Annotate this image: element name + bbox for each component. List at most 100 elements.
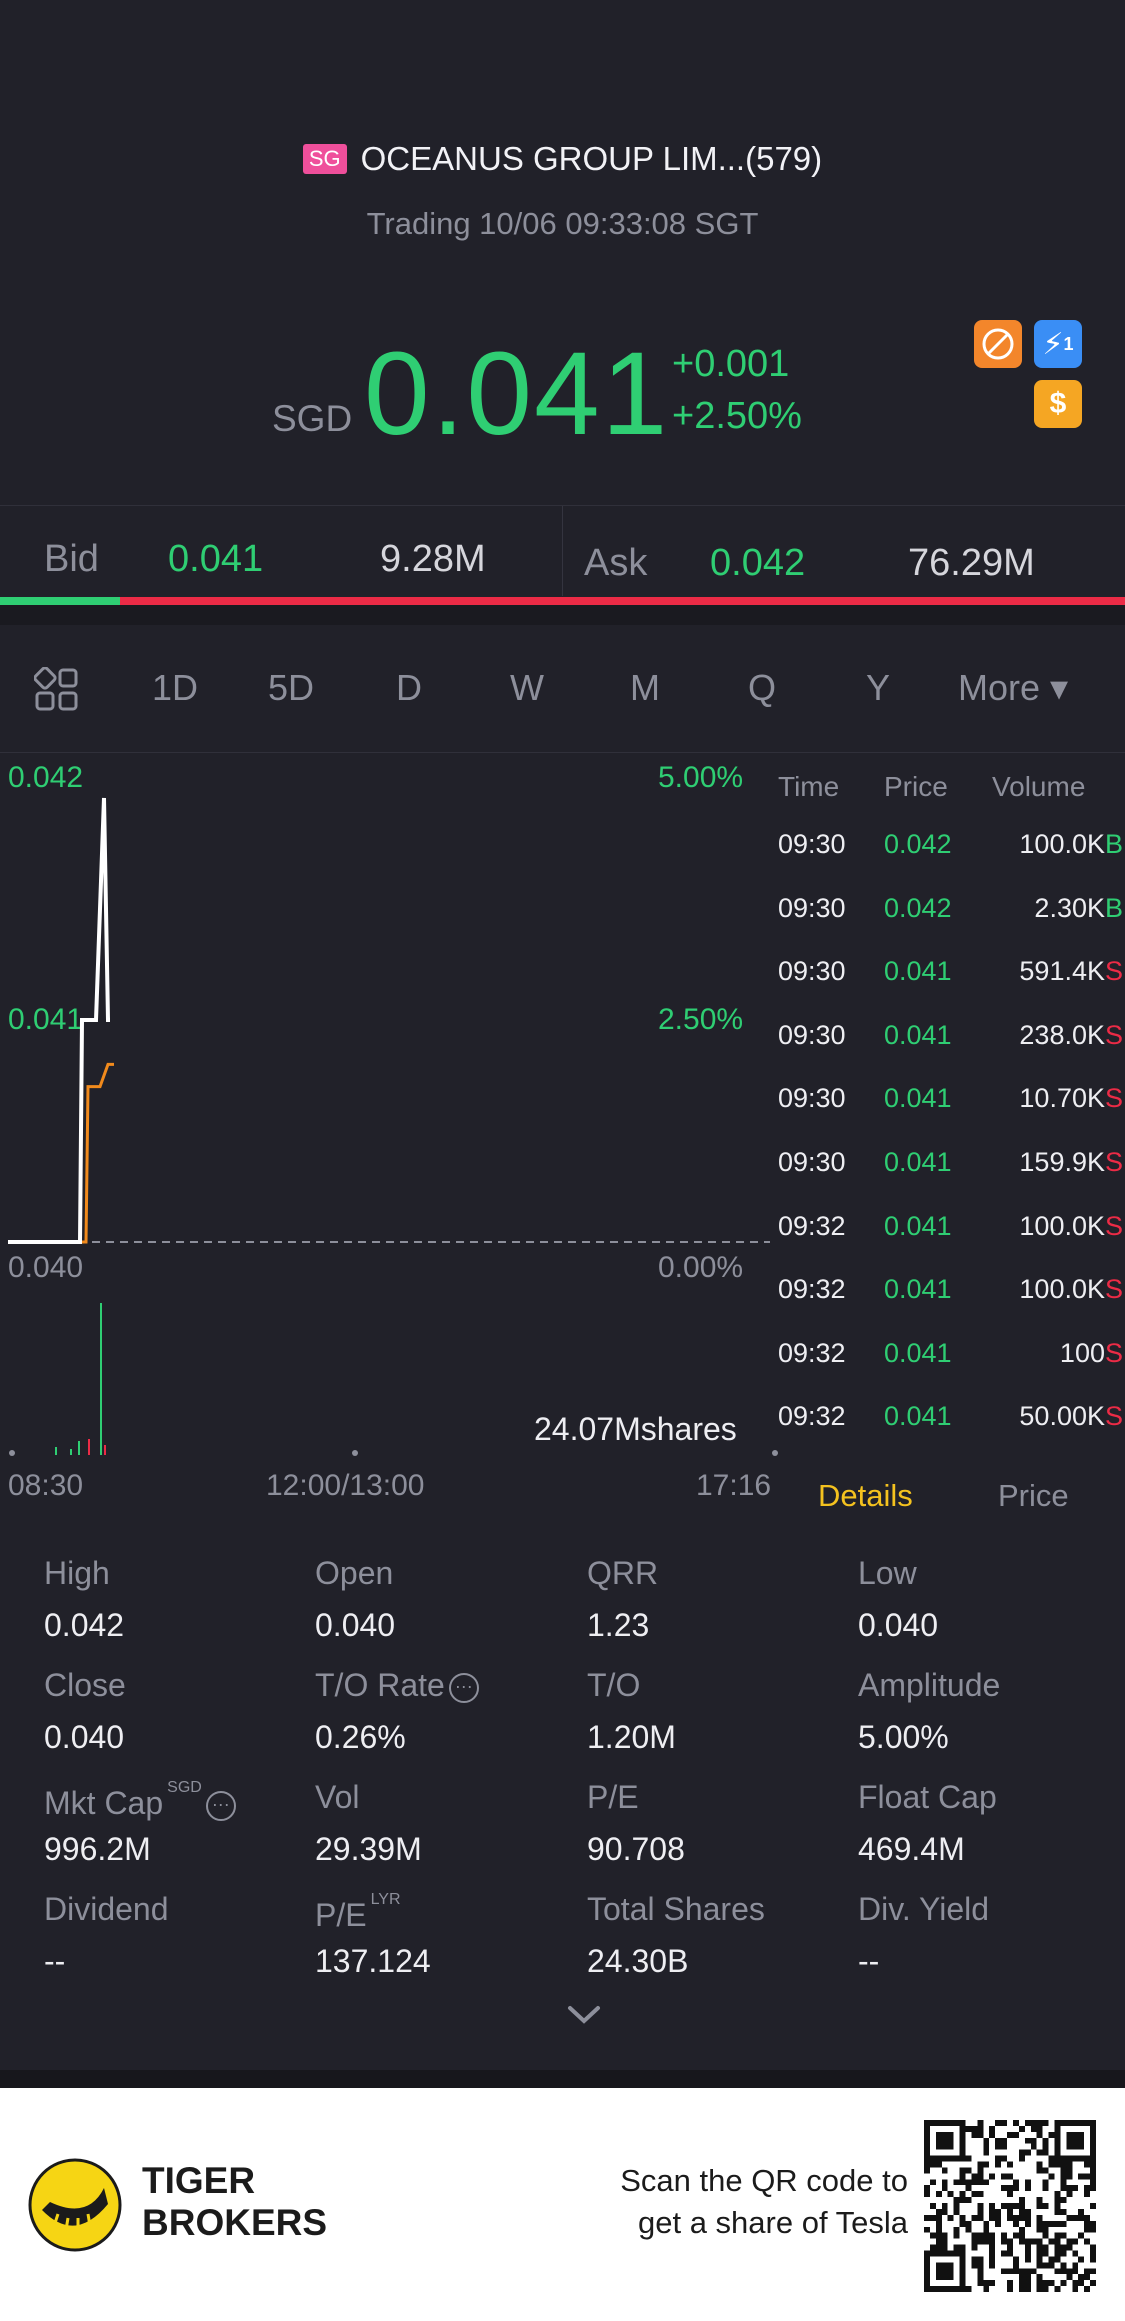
trade-volume: 159.9KS bbox=[1019, 1147, 1123, 1177]
market-badge: SG bbox=[302, 144, 347, 174]
stat-low-value: 0.040 bbox=[858, 1607, 939, 1643]
trade-volume: 100S bbox=[1059, 1337, 1123, 1368]
trade-price: 0.042 bbox=[884, 892, 952, 923]
stat-to-label: T/O bbox=[587, 1667, 641, 1703]
trade-price: 0.041 bbox=[884, 956, 952, 987]
stock-name: OCEANUS GROUP LIM...(579) bbox=[360, 140, 823, 177]
stat-total-shares-label: Total Shares bbox=[587, 1891, 765, 1927]
trade-price: 0.041 bbox=[884, 1401, 952, 1432]
info-icon[interactable]: ··· bbox=[205, 1791, 236, 1821]
trade-price: 0.041 bbox=[884, 1337, 952, 1368]
stat-close-value: 0.040 bbox=[44, 1719, 125, 1755]
tab-more[interactable]: More ▾ bbox=[958, 667, 1069, 708]
chart-svg bbox=[8, 797, 778, 1456]
ask-size: 76.29M bbox=[908, 542, 1035, 584]
volume-total: 24.07Mshares bbox=[534, 1411, 737, 1447]
trade-time: 09:30 bbox=[778, 1083, 846, 1114]
tab-q[interactable]: Q bbox=[748, 667, 777, 708]
trade-time: 09:30 bbox=[778, 829, 846, 859]
tab-1d[interactable]: 1D bbox=[152, 667, 199, 708]
qr-code-icon[interactable] bbox=[924, 2120, 1096, 2292]
stat-pe-lyr-label: P/E LYR bbox=[315, 1891, 401, 1933]
intraday-chart[interactable]: 0.042 0.041 0.040 5.00% 2.50% 0.00% 24.0… bbox=[0, 753, 780, 1502]
stat-pe-lyr-value: 137.124 bbox=[315, 1943, 431, 1979]
tiger-logo-icon bbox=[28, 2158, 122, 2257]
stat-open-value: 0.040 bbox=[315, 1607, 396, 1643]
promo-footer: TIGER BROKERS Scan the QR code to get a … bbox=[0, 2088, 1125, 2321]
info-icon[interactable]: ··· bbox=[448, 1673, 479, 1703]
x-tick-open: 08:30 bbox=[8, 1469, 84, 1502]
col-time: Time bbox=[778, 771, 840, 802]
depth-ratio-bar bbox=[0, 597, 1125, 605]
pct-tick-mid: 2.50% bbox=[658, 1003, 744, 1036]
stat-pe-label: P/E bbox=[587, 1779, 639, 1815]
stat-vol-value: 29.39M bbox=[315, 1831, 422, 1867]
trade-time: 09:32 bbox=[778, 1337, 846, 1368]
stat-to-rate-value: 0.26% bbox=[315, 1719, 406, 1755]
grid-icon[interactable] bbox=[33, 666, 80, 718]
trade-volume: 10.70KS bbox=[1019, 1083, 1123, 1114]
avg-price-line bbox=[12, 1062, 114, 1244]
trade-time: 09:30 bbox=[778, 1147, 846, 1177]
y-tick-mid: 0.041 bbox=[8, 1003, 84, 1036]
tab-d[interactable]: D bbox=[396, 667, 422, 708]
chart-period-tabs: 1D 5D D W M Q Y More ▾ bbox=[0, 625, 1125, 753]
trading-status: Trading 10/06 09:33:08 SGT bbox=[366, 206, 759, 241]
stat-pe-value: 90.708 bbox=[587, 1831, 685, 1867]
trade-row: 09:32 0.041 50.00KS bbox=[778, 1401, 1125, 1441]
trade-time: 09:30 bbox=[778, 1019, 846, 1050]
session-dot-end bbox=[772, 1450, 778, 1456]
trade-price: 0.042 bbox=[884, 829, 952, 859]
section-gap bbox=[0, 605, 1125, 625]
tab-details[interactable]: Details bbox=[818, 1478, 913, 1513]
stat-div-yield-value: -- bbox=[858, 1943, 880, 1979]
stat-to-value: 1.20M bbox=[587, 1719, 676, 1755]
trade-volume: 100.0KS bbox=[1019, 1210, 1123, 1241]
stock-title[interactable]: SG OCEANUS GROUP LIM...(579) bbox=[0, 140, 1125, 178]
stat-mkt-cap-label: Mkt Cap SGD··· bbox=[44, 1779, 236, 1822]
no-short-icon[interactable] bbox=[974, 320, 1022, 368]
volume-bar bbox=[88, 1439, 90, 1455]
tab-price[interactable]: Price bbox=[998, 1478, 1069, 1513]
stat-dividend-value: -- bbox=[44, 1943, 66, 1979]
trade-side: S bbox=[1104, 1401, 1123, 1432]
ask-price: 0.042 bbox=[710, 542, 806, 584]
trade-time: 09:32 bbox=[778, 1401, 846, 1432]
bid-ask-panel: Bid 0.041 9.28M Ask 0.042 76.29M bbox=[0, 505, 1125, 605]
trade-side: S bbox=[1104, 1210, 1123, 1241]
trade-side: S bbox=[1104, 1147, 1123, 1177]
stat-total-shares-value: 24.30B bbox=[587, 1943, 689, 1979]
stats-grid: High 0.042 Open 0.040 QRR 1.23 Low 0.040… bbox=[0, 1555, 1125, 2035]
tab-5d[interactable]: 5D bbox=[268, 667, 315, 708]
volume-bar bbox=[70, 1449, 72, 1455]
pct-tick-high: 5.00% bbox=[658, 761, 744, 794]
stat-float-cap-label: Float Cap bbox=[858, 1779, 997, 1815]
dollar-icon[interactable]: $ bbox=[1034, 380, 1082, 428]
trade-row: 09:30 0.041 591.4KS bbox=[778, 956, 1125, 996]
session-dot-start bbox=[9, 1450, 15, 1456]
trade-side: S bbox=[1104, 1083, 1123, 1114]
volume-bar bbox=[104, 1445, 106, 1455]
chevron-down-icon[interactable] bbox=[566, 2004, 602, 2031]
trade-row: 09:30 0.041 159.9KS bbox=[778, 1147, 1125, 1187]
trade-row: 09:32 0.041 100.0KS bbox=[778, 1274, 1125, 1314]
x-tick-lunch: 12:00/13:00 bbox=[266, 1469, 425, 1502]
stat-low-label: Low bbox=[858, 1555, 917, 1591]
qr-cta-text: Scan the QR code to get a share of Tesla bbox=[620, 2163, 908, 2240]
tab-y[interactable]: Y bbox=[866, 667, 891, 708]
stat-float-cap-value: 469.4M bbox=[858, 1831, 965, 1867]
stat-high-label: High bbox=[44, 1555, 110, 1591]
bid-price: 0.041 bbox=[168, 538, 264, 580]
stat-to-rate-label: T/O Rate ··· bbox=[315, 1667, 479, 1704]
bid-depth-fill bbox=[0, 597, 121, 605]
tab-w[interactable]: W bbox=[510, 667, 544, 708]
lightning-icon[interactable]: ⚡ 1 bbox=[1034, 320, 1082, 368]
trade-row: 09:30 0.041 10.70KS bbox=[778, 1083, 1125, 1123]
tab-m[interactable]: M bbox=[630, 667, 660, 708]
bid-ask-divider bbox=[562, 506, 563, 596]
trade-side: B bbox=[1104, 829, 1123, 859]
brand-name: TIGER BROKERS bbox=[142, 2160, 328, 2243]
stat-amplitude-label: Amplitude bbox=[858, 1667, 1001, 1703]
trade-side: S bbox=[1104, 1019, 1123, 1050]
stat-high-value: 0.042 bbox=[44, 1607, 125, 1643]
